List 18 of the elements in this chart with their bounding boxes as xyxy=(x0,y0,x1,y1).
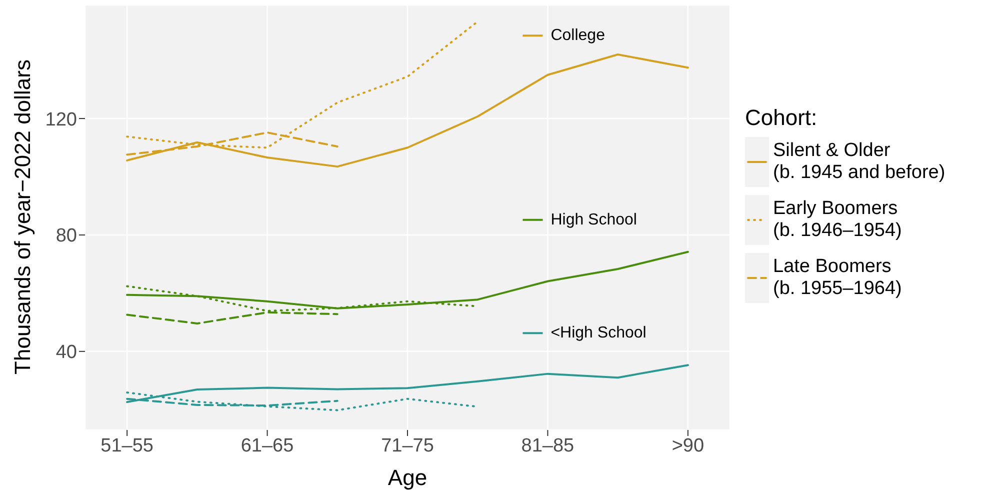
line-series xyxy=(126,250,689,310)
x-tick-label: 71–75 xyxy=(381,435,434,456)
y-tick-label: 40 xyxy=(56,342,77,364)
x-tick-label: 81–85 xyxy=(521,435,574,456)
x-axis-title: Age xyxy=(388,465,428,490)
annotation: College xyxy=(550,27,606,44)
legend-label: Silent & Older (b. 1945 and before) xyxy=(773,140,946,184)
legend-title: Cohort: xyxy=(745,105,818,131)
legend-label: Late Boomers (b. 1955–1964) xyxy=(773,256,902,300)
legend-label: Early Boomers (b. 1946–1954) xyxy=(773,198,902,242)
y-axis-title: Thousands of year−2022 dollars xyxy=(10,60,35,374)
y-tick-label: 80 xyxy=(56,226,77,247)
x-tick-label: >90 xyxy=(672,435,704,456)
x-tick-label: 51–55 xyxy=(100,435,154,456)
x-tick-label: 61–65 xyxy=(240,435,294,456)
annotation: High School xyxy=(550,211,637,228)
annotation: <High School xyxy=(550,324,646,342)
y-tick-label: 120 xyxy=(45,109,77,130)
